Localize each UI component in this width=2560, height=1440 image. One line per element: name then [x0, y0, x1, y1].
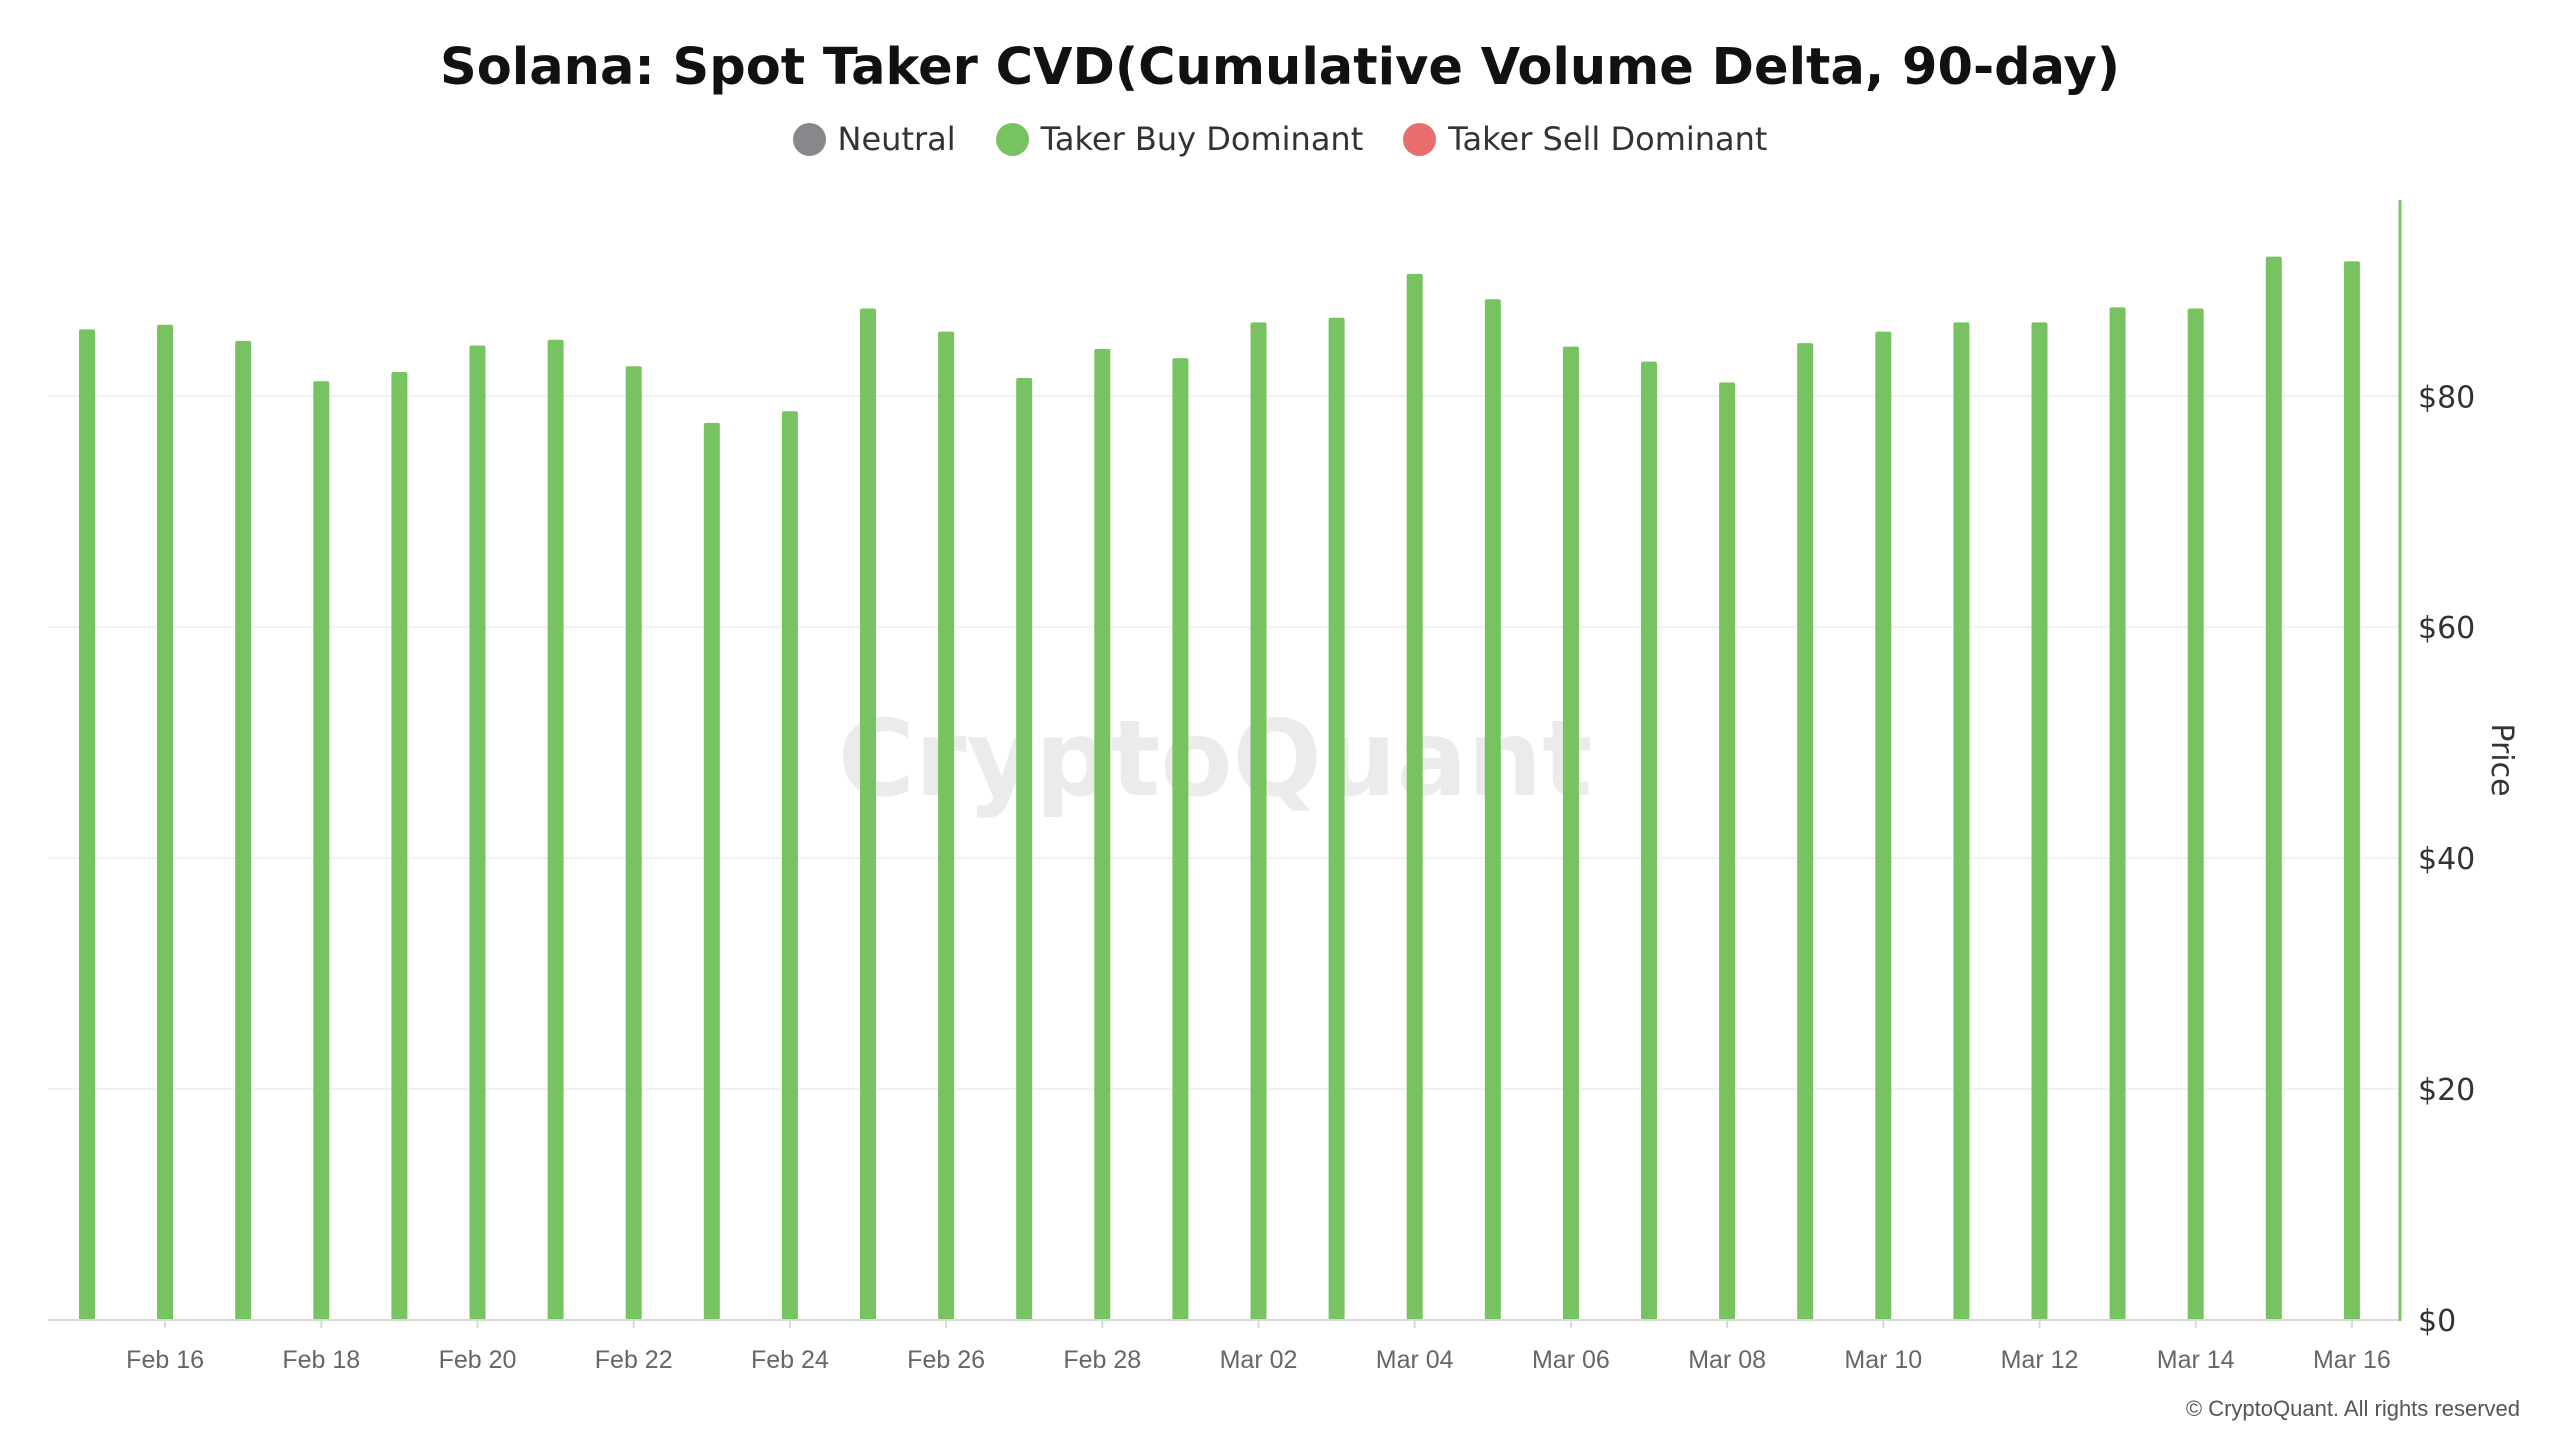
legend-item-taker-sell-dominant[interactable]: Taker Sell Dominant [1403, 120, 1767, 158]
bar [1797, 343, 1814, 1320]
x-tick-label: Mar 08 [1688, 1346, 1766, 1374]
bar [860, 308, 876, 1320]
y-tick-label: $40 [2418, 842, 2475, 877]
y-axis-title: Price [2484, 723, 2519, 796]
legend-dot-taker-buy-dominant [995, 122, 1029, 156]
bar [938, 331, 955, 1320]
y-tick-label: $80 [2418, 380, 2475, 415]
x-tick-label: Feb 28 [1063, 1346, 1141, 1374]
bar [1250, 322, 1267, 1321]
bar [391, 372, 408, 1320]
bar [1016, 377, 1033, 1320]
bar [703, 422, 720, 1321]
x-tick-label: Mar 16 [2313, 1346, 2391, 1374]
bar [469, 345, 486, 1321]
bar [2265, 256, 2282, 1320]
legend-item-taker-buy-dominant[interactable]: Taker Buy Dominant [995, 120, 1364, 158]
watermark: CryptoQuant [838, 698, 1593, 820]
legend-dot-neutral [792, 122, 826, 156]
bar [1719, 382, 1736, 1320]
y-tick-label: $0 [2418, 1304, 2456, 1339]
x-tick-label: Feb 20 [439, 1346, 517, 1374]
legend-label-neutral: Neutral [837, 120, 956, 158]
x-tick-label: Mar 14 [2157, 1346, 2235, 1374]
bar [235, 340, 252, 1320]
bar [1875, 331, 1892, 1320]
bar [1484, 299, 1501, 1321]
bar [2343, 261, 2360, 1321]
bar [1094, 348, 1111, 1320]
x-tick-label: Mar 10 [1844, 1346, 1922, 1374]
copyright-text: © CryptoQuant. All rights reserved [2186, 1396, 2520, 1421]
x-tick-label: Feb 22 [595, 1346, 673, 1374]
bar [313, 381, 330, 1321]
bar [79, 329, 95, 1320]
bars [79, 256, 2360, 1321]
bar [2109, 307, 2126, 1320]
x-axis-ticks: Feb 16 Feb 18 Feb 20 Feb 22 Feb 24 Feb 26 Feb … [126, 1320, 2391, 1374]
x-tick-label: Feb 16 [126, 1346, 204, 1374]
bar [157, 324, 174, 1320]
bar [625, 366, 642, 1320]
legend: Neutral Taker Buy Dominant Taker Sell Do… [0, 120, 2560, 158]
gridlines [48, 395, 2400, 1091]
bar [781, 411, 798, 1321]
y-axis-ticks: $0 $20 $40 $60 $80 [2418, 380, 2475, 1339]
x-tick-label: Feb 24 [751, 1346, 829, 1374]
bar [547, 339, 564, 1321]
bar [2187, 308, 2204, 1320]
bar [1953, 322, 1970, 1321]
legend-label-taker-buy-dominant: Taker Buy Dominant [1040, 120, 1364, 158]
bar [1328, 317, 1345, 1320]
legend-label-taker-sell-dominant: Taker Sell Dominant [1448, 120, 1768, 158]
chart-title: Solana: Spot Taker CVD(Cumulative Volume… [439, 38, 2121, 97]
bar [1641, 361, 1657, 1320]
bar [1172, 358, 1189, 1321]
x-tick-label: Mar 04 [1376, 1346, 1454, 1374]
legend-dot-taker-sell-dominant [1403, 122, 1437, 156]
x-tick-label: Mar 02 [1220, 1346, 1298, 1374]
legend-item-neutral[interactable]: Neutral [792, 120, 956, 158]
bar [1406, 273, 1423, 1320]
x-tick-label: Mar 06 [1532, 1346, 1610, 1374]
x-tick-label: Mar 12 [2001, 1346, 2079, 1374]
bar [1562, 346, 1579, 1320]
x-tick-label: Feb 18 [282, 1346, 360, 1374]
x-tick-label: Feb 26 [907, 1346, 985, 1374]
bar [2031, 322, 2048, 1321]
y-tick-label: $20 [2418, 1073, 2475, 1108]
y-tick-label: $60 [2418, 611, 2475, 646]
